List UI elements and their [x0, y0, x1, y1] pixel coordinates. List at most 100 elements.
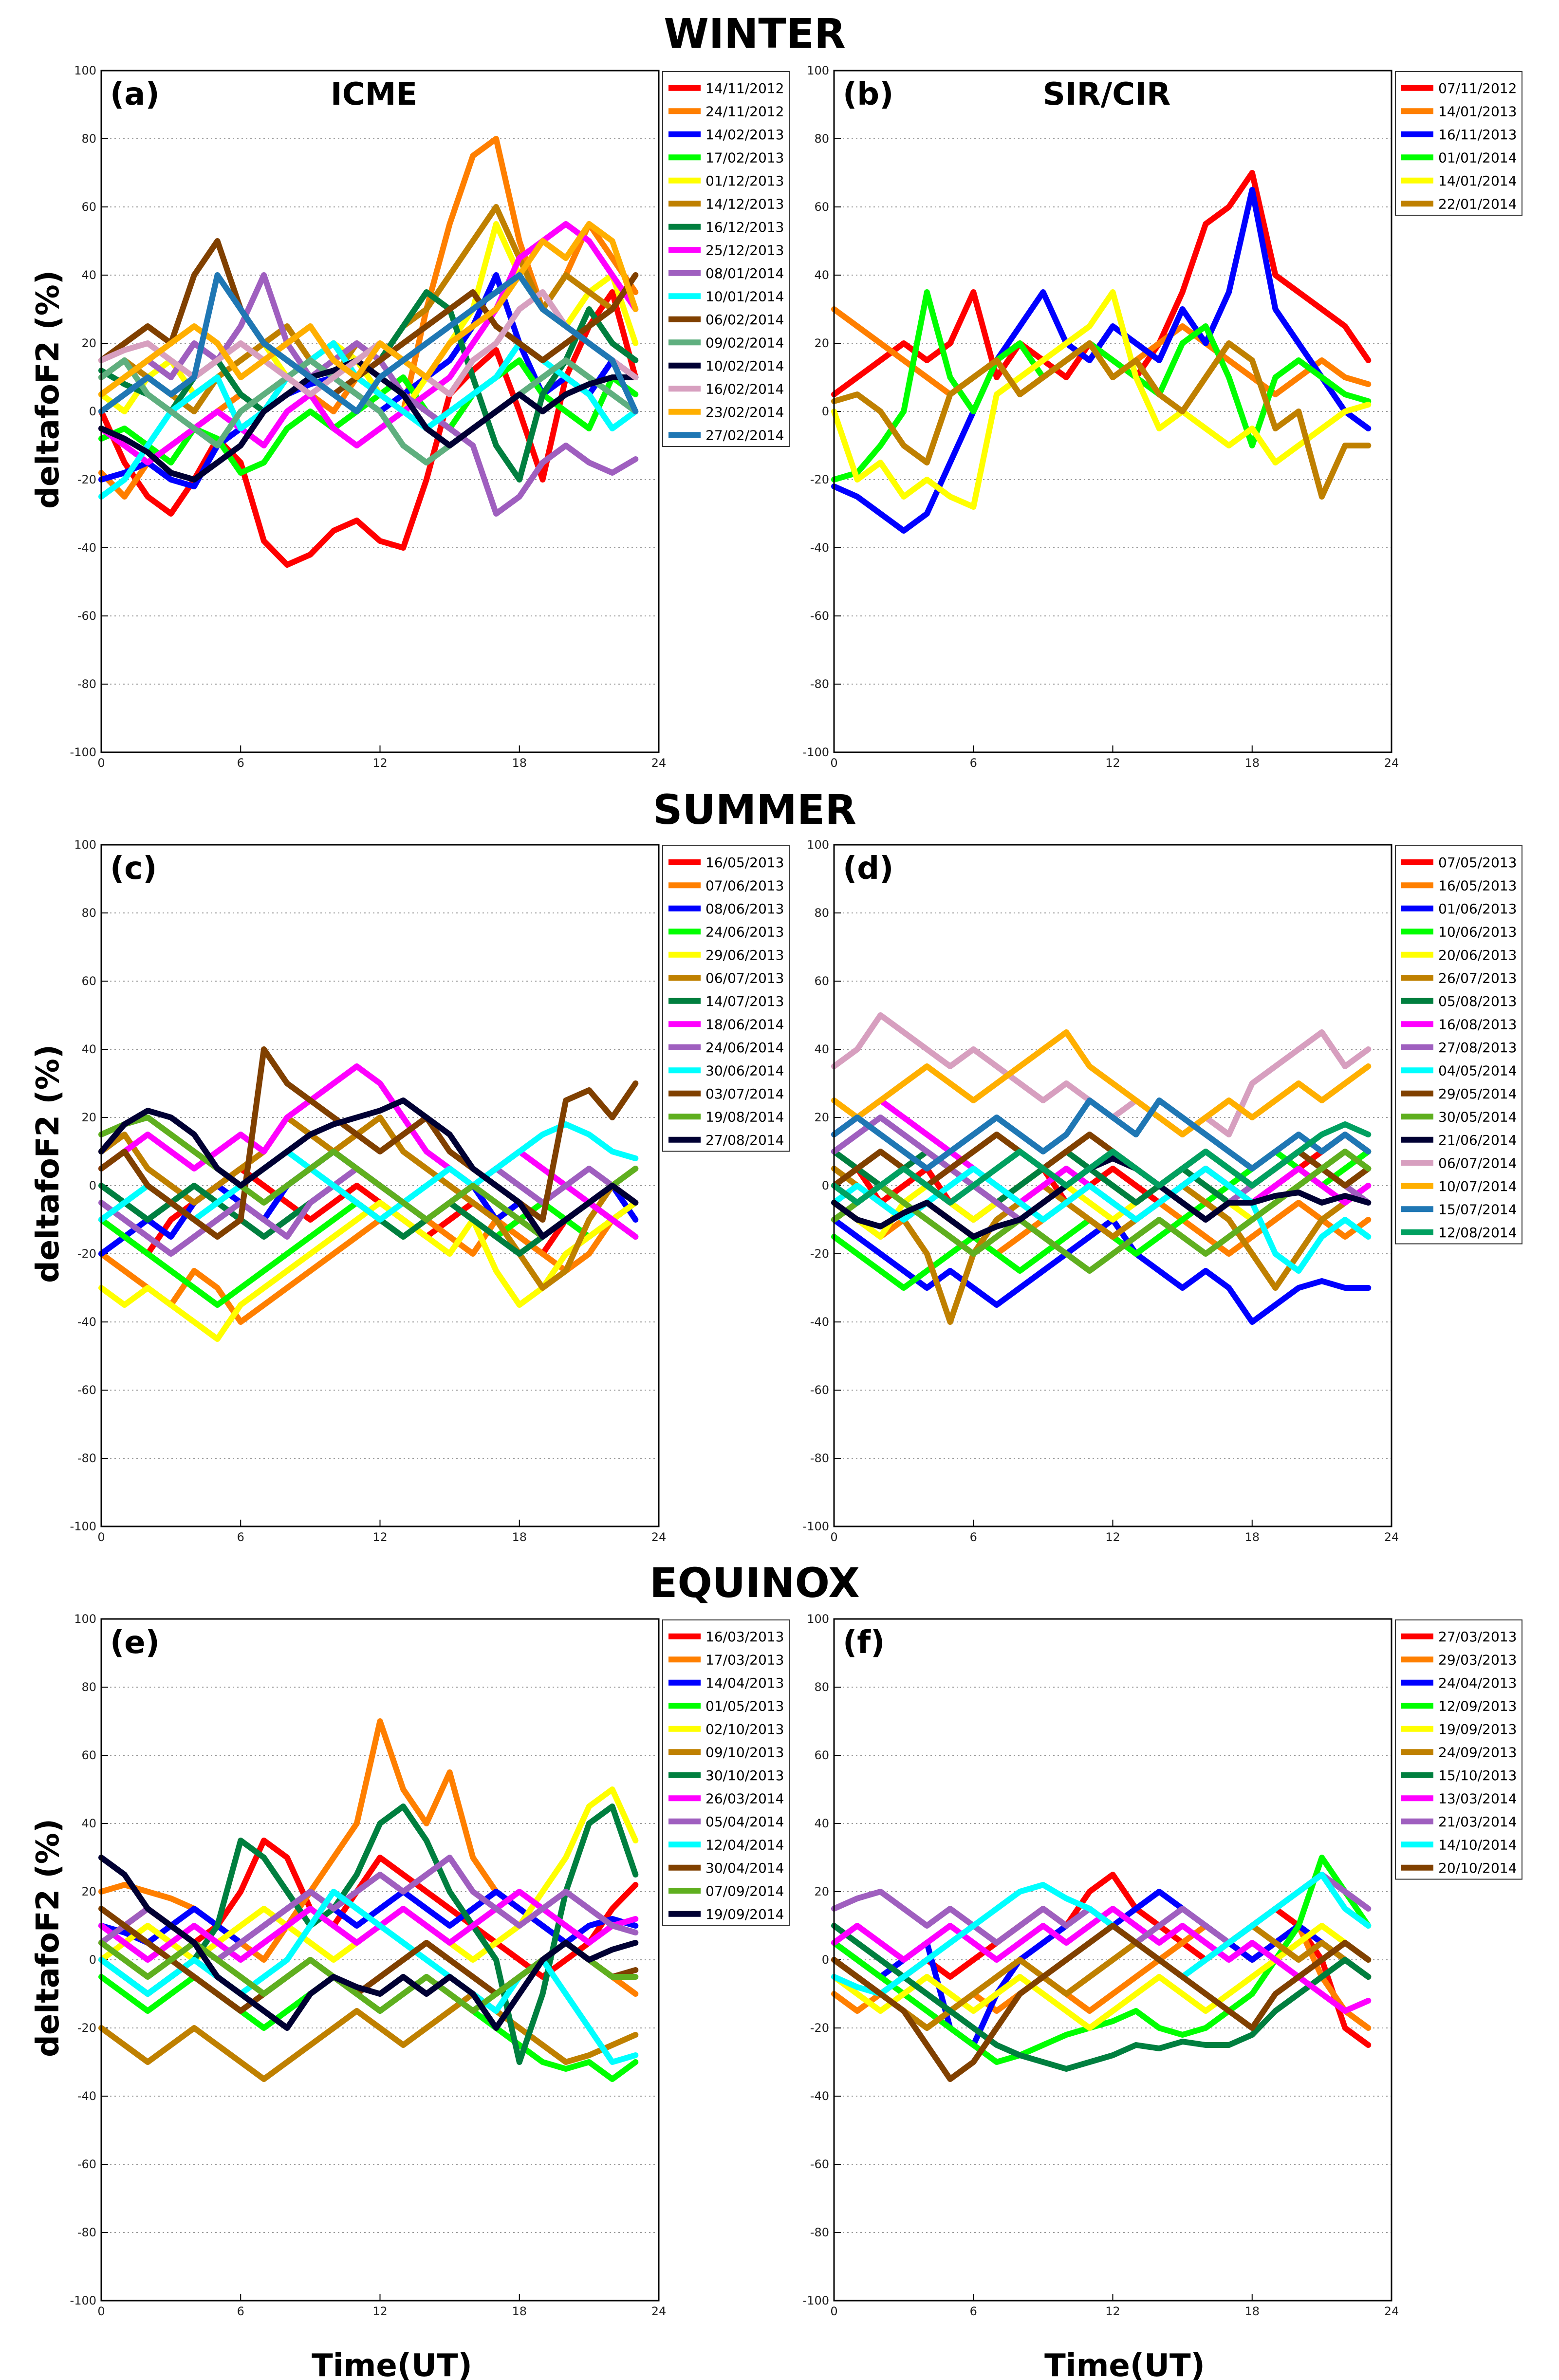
- x-tick-label: 18: [512, 756, 527, 770]
- legend-label-5: 14/12/2013: [705, 196, 784, 212]
- series-line-12: [98, 357, 639, 483]
- legend-label-3: 24/06/2013: [705, 924, 784, 940]
- legend-label-4: 01/12/2013: [705, 173, 784, 189]
- legend-label-7: 18/06/2014: [705, 1016, 784, 1032]
- y-tick-label: 80: [81, 1680, 96, 1694]
- x-tick-label: 24: [1384, 1530, 1399, 1544]
- y-tick-label: -20: [810, 2021, 829, 2035]
- legend-label-3: 17/02/2013: [705, 149, 784, 166]
- y-tick-label: -40: [77, 2089, 96, 2103]
- x-tick-label: 6: [237, 1530, 244, 1544]
- y-tick-label: 80: [814, 1680, 829, 1694]
- x-tick-label: 6: [970, 1530, 977, 1544]
- y-tick-label: -100: [803, 2294, 829, 2307]
- legend-label-1: 07/06/2013: [705, 877, 784, 893]
- y-tick-label: -80: [77, 677, 96, 691]
- y-tick-label: 100: [74, 1612, 96, 1626]
- legend-label-12: 10/02/2014: [705, 358, 784, 374]
- x-tick-label: 12: [1105, 1530, 1120, 1544]
- y-tick-label: 80: [814, 906, 829, 920]
- plot-frame: [100, 844, 660, 1527]
- x-axis-label-left: Time(UT): [312, 2348, 472, 2380]
- x-axis-label-right: Time(UT): [1044, 2348, 1205, 2380]
- series-line-5: [831, 340, 1372, 500]
- x-tick-label: 0: [830, 2305, 837, 2318]
- panel-label: (c): [110, 851, 157, 887]
- y-tick-label: 20: [814, 1885, 829, 1898]
- panel-label: (e): [110, 1625, 160, 1661]
- y-tick-label: 40: [81, 1817, 96, 1830]
- series-line-7: [98, 1889, 639, 1963]
- y-tick-label: 20: [81, 1111, 96, 1124]
- y-tick-label: -80: [810, 2226, 829, 2239]
- y-tick-label: 60: [81, 1748, 96, 1762]
- x-tick-label: 24: [651, 2305, 667, 2318]
- x-tick-label: 6: [970, 756, 977, 770]
- y-tick-label: 40: [814, 1817, 829, 1830]
- x-tick-label: 18: [512, 1530, 527, 1544]
- legend-label-4: 29/06/2013: [705, 947, 784, 963]
- legend-label-7: 25/12/2013: [705, 242, 784, 258]
- y-tick-label: -80: [77, 2226, 96, 2239]
- legend-label-3: 01/05/2013: [705, 1698, 784, 1714]
- series-line-11: [98, 357, 639, 465]
- panel-label: (f): [843, 1625, 885, 1661]
- series-line-5: [831, 1923, 1372, 2031]
- x-tick-label: 6: [237, 2305, 244, 2318]
- plot-frame: [833, 844, 1392, 1527]
- y-tick-label: 80: [81, 906, 96, 920]
- y-tick-label: 60: [81, 200, 96, 214]
- legend-label-11: 07/09/2014: [705, 1883, 784, 1899]
- y-tick-label: 40: [81, 268, 96, 282]
- legend-label-5: 24/09/2013: [1438, 1744, 1517, 1760]
- x-tick-label: 18: [512, 2305, 527, 2318]
- legend-label-12: 19/09/2014: [705, 1906, 784, 1922]
- legend-label-12: 27/08/2014: [705, 1132, 784, 1148]
- y-tick-label: -100: [803, 1520, 829, 1533]
- y-tick-label: 100: [74, 838, 96, 852]
- x-tick-label: 18: [1244, 1530, 1260, 1544]
- panel-label: (b): [843, 76, 893, 112]
- legend-label-3: 10/06/2013: [1438, 924, 1517, 940]
- legend-label-14: 10/07/2014: [1438, 1178, 1517, 1194]
- y-tick-label: -20: [810, 1247, 829, 1261]
- y-tick-label: -80: [810, 677, 829, 691]
- y-tick-label: 100: [807, 838, 829, 852]
- x-tick-label: 12: [1105, 2305, 1120, 2318]
- series-line-7: [98, 221, 639, 465]
- legend-label-13: 06/07/2014: [1438, 1155, 1517, 1171]
- legend-label-5: 06/07/2013: [705, 970, 784, 986]
- legend-label-5: 26/07/2013: [1438, 970, 1517, 986]
- x-tick-label: 24: [651, 1530, 667, 1544]
- legend-label-0: 14/11/2012: [705, 80, 784, 96]
- y-tick-label: 60: [814, 974, 829, 988]
- legend-label-9: 14/10/2014: [1438, 1837, 1517, 1853]
- plot-frame: [833, 1618, 1392, 2302]
- series-line-9: [98, 1889, 639, 2065]
- legend-label-6: 16/12/2013: [705, 219, 784, 235]
- legend-label-0: 27/03/2013: [1438, 1629, 1517, 1645]
- legend-label-8: 24/06/2014: [705, 1040, 784, 1056]
- x-tick-label: 0: [830, 756, 837, 770]
- legend-label-3: 01/01/2014: [1438, 149, 1517, 166]
- x-tick-label: 0: [830, 1530, 837, 1544]
- y-tick-label: 20: [814, 336, 829, 350]
- legend-label-9: 12/04/2014: [705, 1837, 784, 1853]
- season-title-equinox: EQUINOX: [650, 1559, 860, 1607]
- legend-label-2: 16/11/2013: [1438, 127, 1517, 143]
- y-tick-label: 80: [814, 132, 829, 146]
- series-line-10: [831, 1923, 1372, 2082]
- panel-subtitle: SIR/CIR: [1043, 76, 1171, 112]
- legend-label-8: 08/01/2014: [705, 265, 784, 281]
- legend-label-8: 21/03/2014: [1438, 1814, 1517, 1830]
- y-tick-label: -40: [77, 541, 96, 555]
- x-tick-label: 18: [1244, 756, 1260, 770]
- y-tick-label: 100: [74, 64, 96, 77]
- series-line-5: [98, 1991, 639, 2082]
- legend-label-8: 05/04/2014: [705, 1814, 784, 1830]
- legend-label-10: 03/07/2014: [705, 1086, 784, 1102]
- y-tick-label: -100: [70, 2294, 96, 2307]
